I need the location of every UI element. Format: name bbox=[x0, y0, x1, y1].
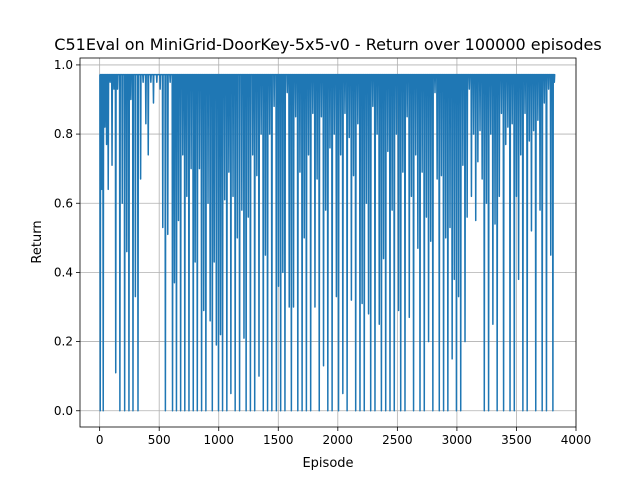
y-tick-label: 0.0 bbox=[54, 404, 73, 418]
x-ticks: 0 500 1000 1500 2000 2500 3000 3500 4000 bbox=[96, 427, 591, 447]
plot-frame bbox=[79, 57, 577, 428]
y-axis-label: Return bbox=[30, 220, 45, 263]
series-line bbox=[99, 73, 556, 412]
x-tick-label: 2500 bbox=[382, 433, 413, 447]
x-tick-label: 3500 bbox=[501, 433, 532, 447]
x-tick-label: 4000 bbox=[561, 433, 592, 447]
x-tick-label: 1000 bbox=[203, 433, 234, 447]
y-tick-label: 0.6 bbox=[54, 196, 73, 210]
x-tick-label: 1500 bbox=[263, 433, 294, 447]
y-tick-label: 0.2 bbox=[54, 335, 73, 349]
x-tick-label: 3000 bbox=[442, 433, 473, 447]
y-tick-label: 1.0 bbox=[54, 58, 73, 72]
y-tick-label: 0.4 bbox=[54, 265, 73, 279]
x-tick-label: 500 bbox=[148, 433, 171, 447]
x-tick-label: 0 bbox=[96, 433, 104, 447]
y-tick-label: 0.8 bbox=[54, 127, 73, 141]
y-ticks: 0.0 0.2 0.4 0.6 0.8 1.0 bbox=[54, 58, 80, 418]
chart-title: C51Eval on MiniGrid-DoorKey-5x5-v0 - Ret… bbox=[54, 35, 601, 54]
x-tick-label: 2000 bbox=[323, 433, 354, 447]
x-axis-label: Episode bbox=[302, 456, 353, 471]
series-group bbox=[99, 73, 556, 412]
